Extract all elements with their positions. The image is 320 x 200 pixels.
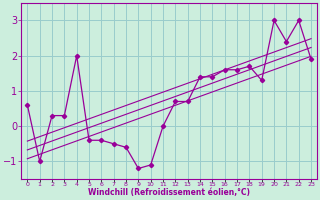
X-axis label: Windchill (Refroidissement éolien,°C): Windchill (Refroidissement éolien,°C) [88, 188, 250, 197]
